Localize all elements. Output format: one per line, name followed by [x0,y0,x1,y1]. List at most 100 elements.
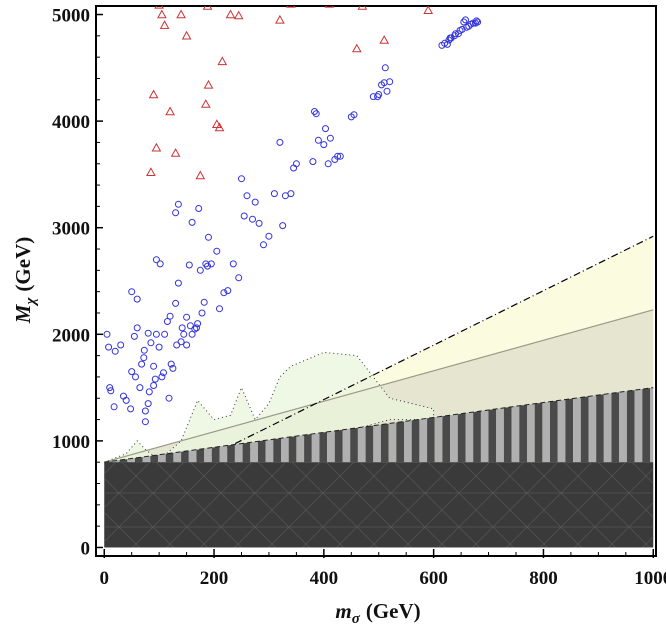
circle-point [163,318,171,325]
stripe-band-segment [511,405,520,463]
circle-point [185,261,193,269]
triangle-point [151,142,162,152]
circle-point [251,198,259,206]
circle-point [156,260,164,268]
x-tick-label: 0 [99,568,109,589]
stripe-band-segment [158,453,166,463]
stripe-band-segment [357,426,366,463]
circle-point [150,362,158,370]
circle-point [204,262,211,270]
circle-point [141,418,149,426]
triangle-point [275,14,285,24]
stripe-band-segment [211,446,220,463]
triangle-point [195,170,206,180]
triangle-point [320,0,328,3]
triangle-point [265,0,273,5]
yellow-boundary-line [197,235,654,463]
stripe-band-segment [419,418,428,463]
stripe-band-segment [427,417,435,463]
dark-band-mesh [104,462,654,548]
stripe-band-segment [434,416,443,463]
y-tick-label: 1000 [52,432,90,453]
stripe-band-segment [380,423,389,463]
green-region [104,351,435,463]
triangle-point [233,10,244,20]
circle-point [122,396,130,404]
circle-point [336,152,344,160]
stripe-band-segment [480,410,489,463]
stripe-band-segment [334,429,343,463]
stripe-band-segment [258,440,266,463]
circle-point [183,341,191,349]
x-axis-title: mσ (GeV) [335,599,420,627]
stripe-band-segment [519,404,527,463]
x-tick-label: 200 [200,568,229,589]
stripe-band-segment [165,452,174,463]
stripe-band-segment [503,406,512,463]
circle-point [198,309,206,317]
circle-point [161,330,169,338]
stripe-band-segment [611,392,620,463]
circle-point [128,288,136,296]
stripe-band-segment [457,413,466,463]
circle-point [105,343,113,351]
triangle-point [214,122,225,132]
exclusion-regions [104,235,654,548]
circle-point [144,329,152,337]
stripe-band-segment [496,407,504,463]
circle-point [216,305,223,313]
circle-point [140,354,148,362]
circle-point [474,18,482,26]
circle-point [312,110,320,118]
triangle-point [286,6,296,8]
circle-point [155,343,163,351]
circle-point [133,324,141,332]
stripe-band-segment [442,415,451,463]
circle-point [243,192,251,200]
stripe-band-segment [135,457,143,463]
circle-point [473,17,480,25]
circle-point [287,190,295,198]
circle-point [207,260,215,268]
stripe-band-segment [219,445,228,463]
stripe-band-segment [111,460,120,463]
stripe-band-segment [527,403,535,463]
triangle-point [225,9,236,19]
circle-point [240,212,248,220]
triangle-point [181,30,192,40]
circle-point [235,274,243,282]
circle-point [375,91,383,98]
triangle-point [217,56,228,66]
stripe-band-segment [304,434,312,463]
triangle-point [170,148,181,157]
stripe-band-segment [542,401,550,463]
stripe-band-segment [288,436,297,463]
stripe-band-segment [411,419,420,463]
circle-point [152,330,160,338]
circle-point [128,368,136,376]
circle-point [224,287,232,295]
stripe-band-segment [319,431,328,463]
y-tick-label: 3000 [52,219,90,240]
stripe-band-segment [273,438,281,463]
stripe-band-segment [596,394,604,463]
stripe-band-segment [396,421,404,463]
circle-point [205,233,212,241]
stripe-band-segment [642,388,650,463]
stripe-band-segment [204,447,212,463]
circle-point [188,330,196,338]
stripe-band-segment [619,391,627,463]
circle-point [152,256,160,264]
stripe-band-segment [373,424,381,463]
stripe-band-segment [580,396,589,463]
olive-boundary-line [104,309,654,463]
circle-point [150,382,158,389]
circle-point [133,295,141,303]
circle-point [140,346,148,354]
y-tick-label: 5000 [52,6,90,27]
circle-point [107,387,115,395]
x-tick-label: 600 [419,568,448,589]
y-tick-label: 0 [81,538,91,559]
x-tick-label: 1000 [634,568,666,589]
